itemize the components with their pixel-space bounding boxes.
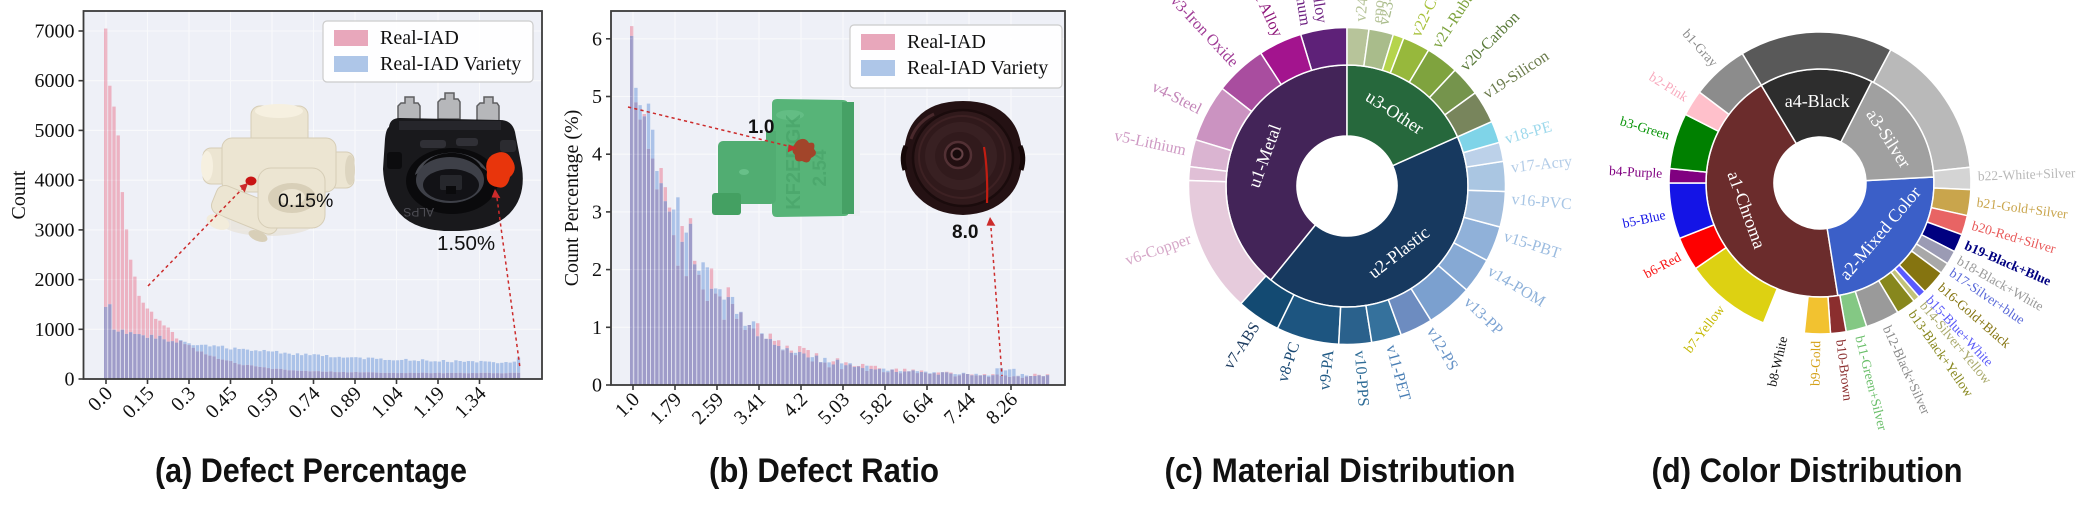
svg-text:b22-White+Silver: b22-White+Silver bbox=[1978, 165, 2077, 183]
svg-text:(b) Defect Ratio: (b) Defect Ratio bbox=[709, 452, 939, 490]
svg-text:(c) Material Distribution: (c) Material Distribution bbox=[1165, 452, 1516, 490]
svg-text:6: 6 bbox=[592, 28, 602, 50]
svg-text:2: 2 bbox=[592, 259, 602, 281]
svg-text:b10-Brown: b10-Brown bbox=[1833, 339, 1855, 402]
svg-text:2000: 2000 bbox=[35, 269, 75, 291]
svg-text:(d) Color Distribution: (d) Color Distribution bbox=[1652, 452, 1963, 490]
svg-text:0: 0 bbox=[592, 375, 602, 397]
svg-text:b9-Gold: b9-Gold bbox=[1808, 341, 1824, 387]
svg-text:3: 3 bbox=[592, 201, 602, 223]
svg-text:7000: 7000 bbox=[35, 21, 75, 43]
svg-text:6000: 6000 bbox=[35, 70, 75, 92]
svg-text:Real-IAD: Real-IAD bbox=[380, 27, 459, 49]
svg-text:1.50%: 1.50% bbox=[437, 232, 495, 255]
svg-text:Count Percentage (%): Count Percentage (%) bbox=[561, 110, 583, 287]
svg-text:5: 5 bbox=[592, 86, 602, 108]
svg-text:0.15%: 0.15% bbox=[278, 190, 333, 212]
svg-text:ALPS: ALPS bbox=[403, 205, 434, 219]
svg-text:v16-PVC: v16-PVC bbox=[1511, 191, 1573, 213]
svg-text:Real-IAD Variety: Real-IAD Variety bbox=[380, 53, 521, 75]
svg-text:v10-PPS: v10-PPS bbox=[1351, 350, 1372, 407]
svg-text:KF2EDGK: KF2EDGK bbox=[783, 114, 805, 210]
svg-text:Real-IAD Variety: Real-IAD Variety bbox=[907, 57, 1048, 79]
svg-text:4: 4 bbox=[592, 144, 602, 166]
svg-text:Count: Count bbox=[8, 170, 30, 219]
svg-text:5000: 5000 bbox=[35, 120, 75, 142]
svg-text:4000: 4000 bbox=[35, 170, 75, 192]
svg-text:8.0: 8.0 bbox=[952, 222, 978, 243]
svg-text:a4-Black: a4-Black bbox=[1785, 91, 1850, 111]
svg-text:3000: 3000 bbox=[35, 219, 75, 241]
svg-text:2.54: 2.54 bbox=[810, 149, 831, 186]
svg-text:(a) Defect Percentage: (a) Defect Percentage bbox=[155, 452, 467, 490]
svg-text:v9-PA: v9-PA bbox=[1316, 349, 1337, 391]
svg-text:b4-Purple: b4-Purple bbox=[1609, 163, 1663, 181]
svg-text:1.0: 1.0 bbox=[748, 117, 774, 138]
svg-text:v24-epoxy: v24-epoxy bbox=[1352, 0, 1389, 24]
svg-text:1: 1 bbox=[592, 317, 602, 339]
svg-text:0: 0 bbox=[65, 369, 75, 391]
svg-text:1000: 1000 bbox=[35, 319, 75, 341]
svg-text:v17-Acry: v17-Acry bbox=[1510, 153, 1573, 176]
svg-text:Real-IAD: Real-IAD bbox=[907, 31, 986, 53]
